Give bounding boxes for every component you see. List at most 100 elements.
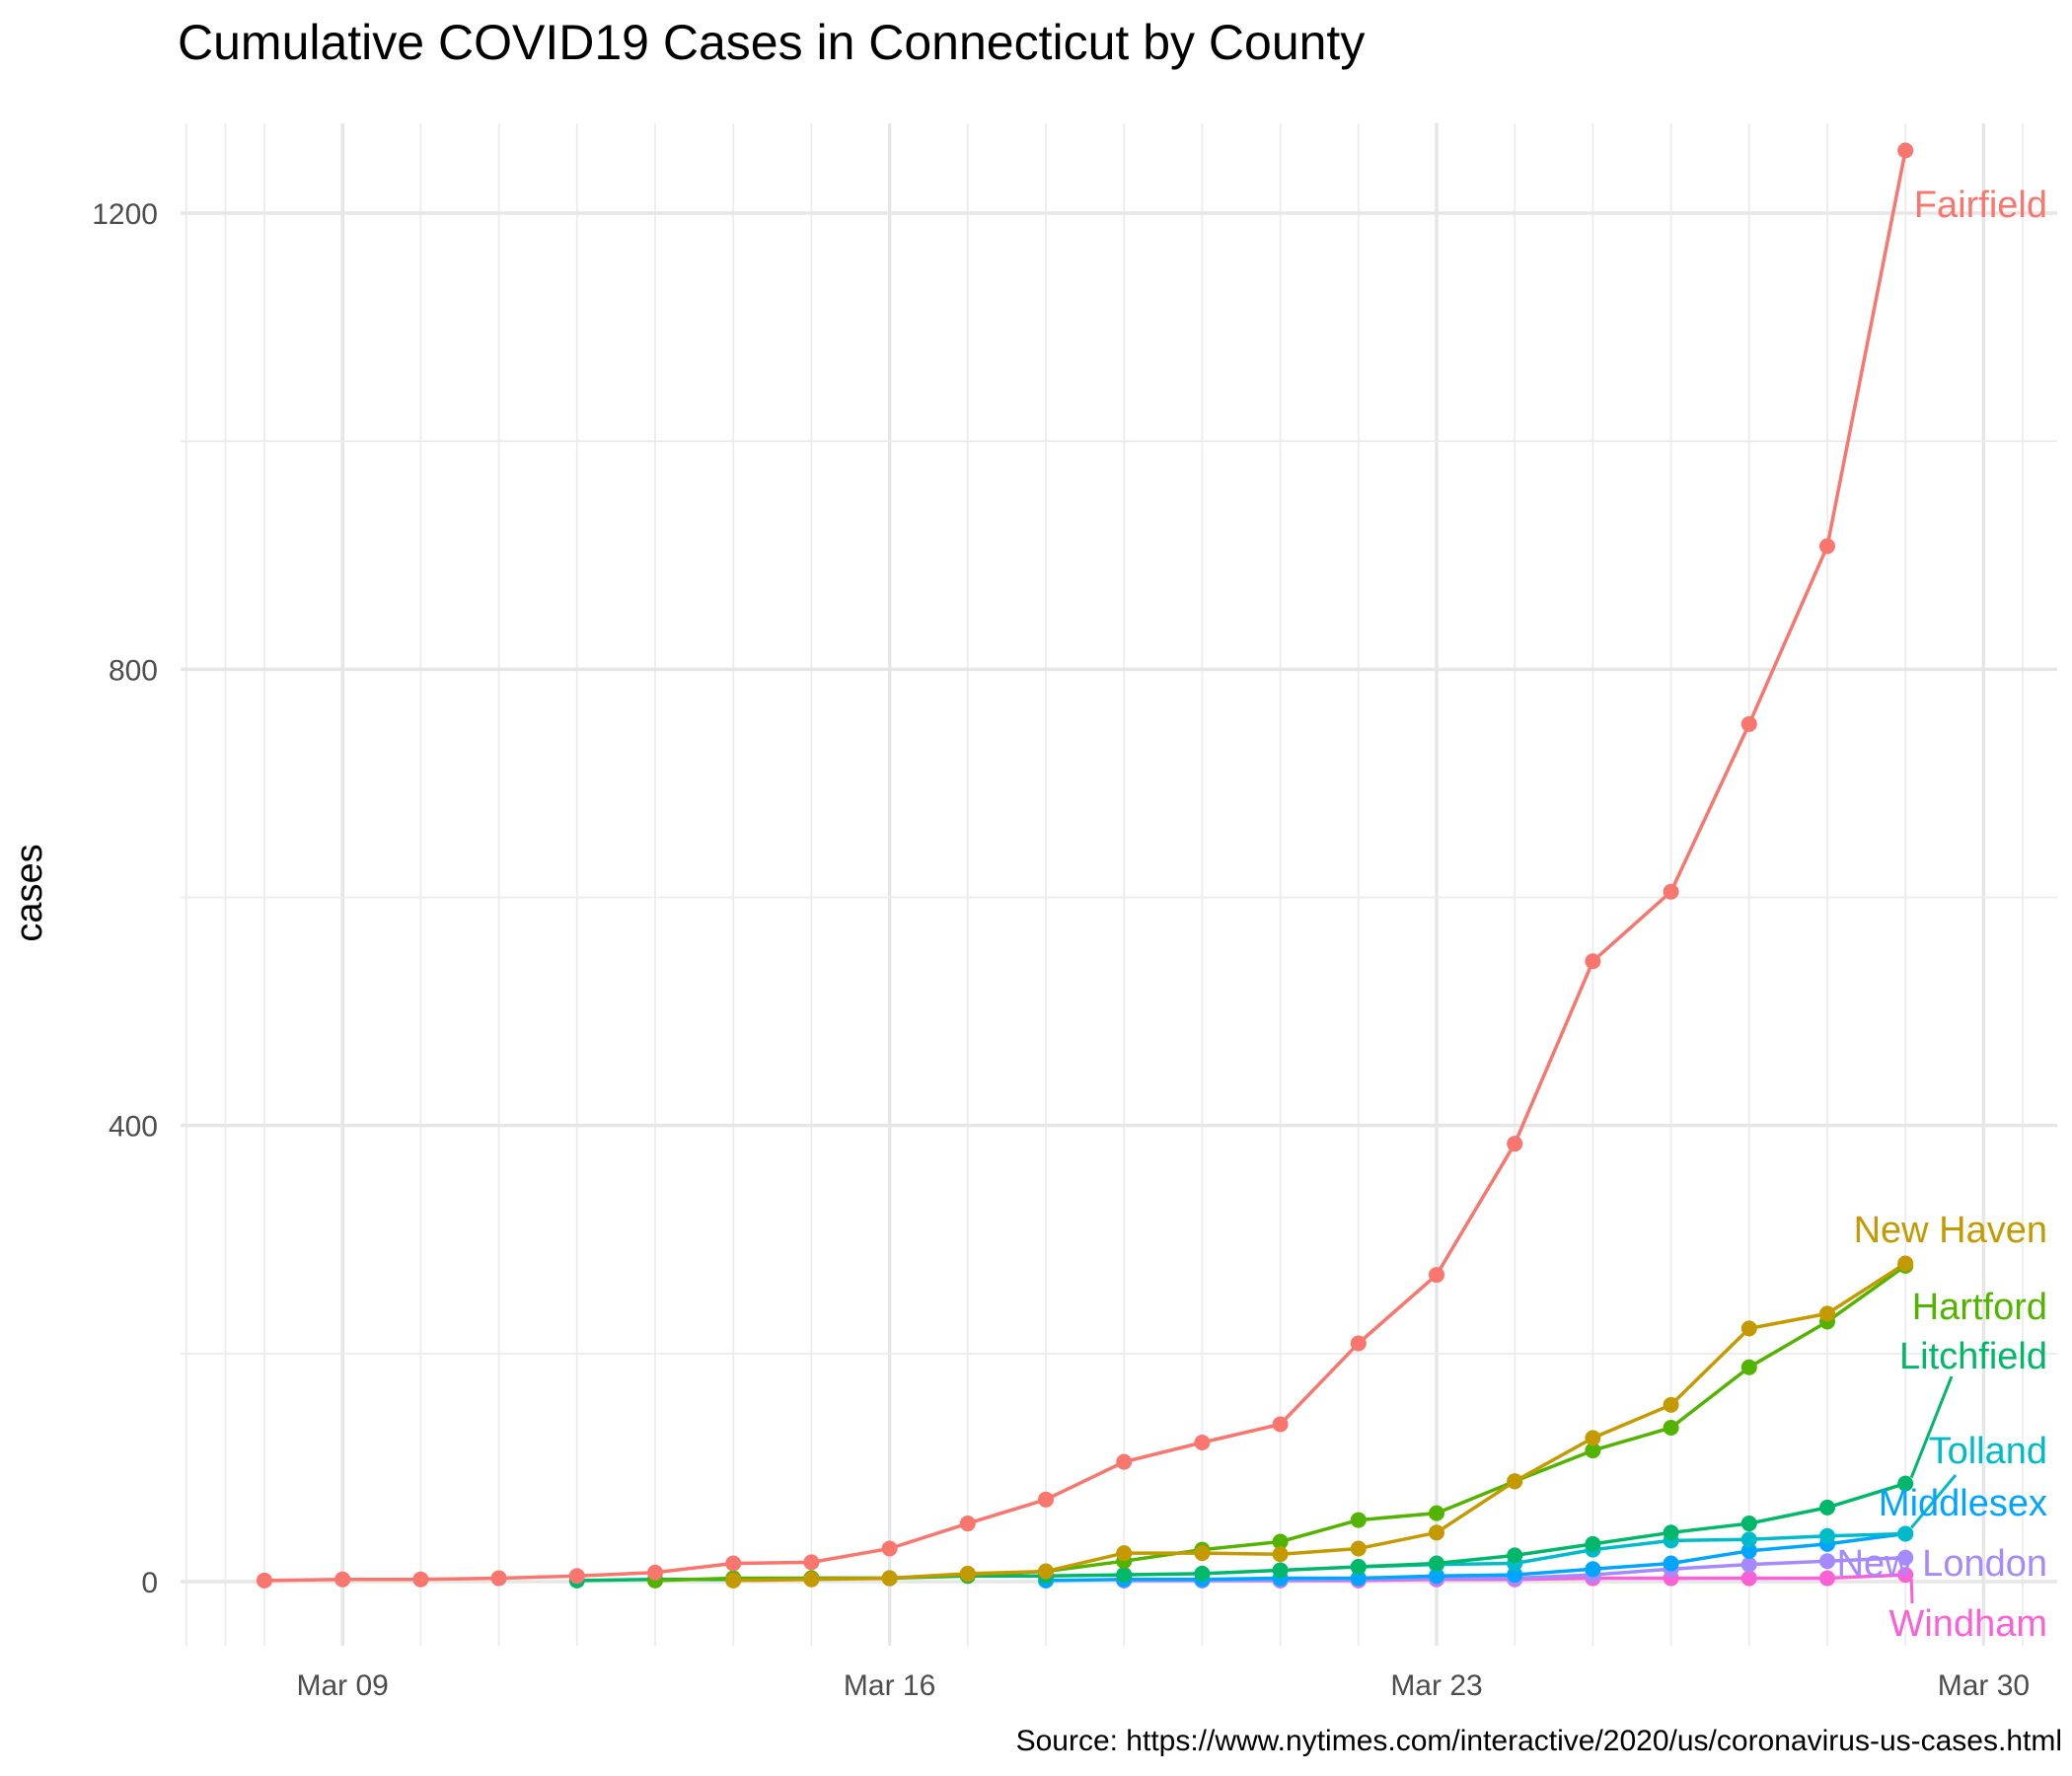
data-point-hartford [1350,1512,1367,1528]
data-point-new-haven [1663,1396,1679,1413]
data-point-litchfield [1194,1565,1211,1582]
data-point-fairfield [647,1564,663,1581]
chart-caption: Source: https://www.nytimes.com/interact… [1015,1725,2062,1757]
data-point-new-london [1819,1553,1835,1570]
data-point-new-haven [1585,1430,1601,1446]
data-point-litchfield [1740,1516,1757,1532]
label-leader-tolland [1910,1474,1958,1529]
label-leaders [1909,1375,1958,1604]
data-point-new-haven [1116,1545,1133,1562]
series-label-new-haven: New Haven [1854,1210,2047,1251]
series-label-hartford: Hartford [1912,1287,2047,1328]
data-point-fairfield [1038,1491,1054,1508]
y-tick-label: 0 [141,1567,158,1599]
data-point-fairfield [1429,1267,1444,1284]
data-point-new-haven [1038,1563,1054,1580]
y-axis-title: cases [9,844,50,941]
data-point-fairfield [1819,538,1835,555]
data-point-litchfield [1663,1524,1679,1541]
label-leader-litchfield [1909,1375,1954,1479]
data-point-new-haven [803,1571,820,1588]
data-point-fairfield [1507,1136,1523,1152]
data-point-litchfield [1429,1555,1444,1572]
data-point-fairfield [1740,715,1757,732]
data-point-litchfield [1350,1558,1367,1575]
label-leader-windham [1909,1579,1914,1604]
series-lines [263,150,1907,1583]
data-point-litchfield [1116,1567,1133,1584]
data-point-new-haven [1740,1320,1757,1337]
data-point-fairfield [881,1540,898,1557]
data-point-new-haven [1507,1473,1523,1490]
y-tick-label: 800 [109,654,158,687]
data-point-new-haven [1272,1546,1289,1563]
data-point-new-haven [959,1565,976,1582]
series-line-tolland [1358,1531,1906,1569]
data-point-fairfield [1663,883,1679,900]
data-point-hartford [1585,1443,1601,1459]
data-point-new-haven [1819,1305,1835,1322]
data-point-new-london [1740,1556,1757,1573]
y-tick-label: 400 [109,1111,158,1144]
series-line-middlesex [1045,1531,1906,1583]
data-point-fairfield [1116,1453,1133,1470]
x-tick-label: Mar 09 [297,1669,389,1702]
data-point-middlesex [1507,1567,1523,1584]
data-point-fairfield [257,1572,272,1589]
series-label-litchfield: Litchfield [1899,1336,2047,1377]
data-point-new-haven [725,1572,742,1589]
series-line-fairfield [263,150,1907,1583]
chart-title: Cumulative COVID19 Cases in Connecticut … [178,15,1366,70]
data-point-new-haven [1897,1255,1914,1272]
data-point-fairfield [959,1516,976,1532]
y-tick-label: 1200 [92,198,158,231]
series-label-new-london: New London [1837,1543,2047,1585]
data-point-new-london [1897,1549,1914,1566]
data-point-new-haven [1194,1545,1211,1562]
data-point-fairfield [1272,1416,1289,1433]
data-point-new-haven [1350,1540,1367,1557]
series-label-windham: Windham [1889,1603,2048,1645]
data-point-fairfield [412,1571,429,1588]
data-point-middlesex [1585,1561,1601,1578]
x-tick-label: Mar 30 [1938,1669,2030,1702]
grid [181,123,2057,1646]
series-label-middlesex: Middlesex [1879,1483,2047,1524]
y-axis-ticks: 0 400 800 1200 [92,198,158,1599]
data-point-litchfield [1507,1547,1523,1564]
data-point-hartford [1272,1533,1289,1550]
data-point-middlesex [1429,1568,1444,1585]
data-point-litchfield [1819,1499,1835,1516]
data-point-fairfield [568,1568,585,1585]
data-point-fairfield [725,1555,742,1572]
data-point-fairfield [490,1570,507,1587]
data-point-litchfield [1585,1535,1601,1552]
data-point-windham [1740,1570,1757,1587]
x-tick-label: Mar 16 [844,1669,935,1702]
data-point-hartford [1740,1359,1757,1375]
data-point-middlesex [1740,1542,1757,1559]
series-points [257,142,1914,1589]
x-tick-label: Mar 23 [1390,1669,1482,1702]
data-point-new-haven [1429,1524,1444,1541]
data-point-windham [1819,1570,1835,1587]
series-label-tolland: Tolland [1929,1431,2047,1472]
data-point-fairfield [1194,1434,1211,1450]
data-point-litchfield [1897,1475,1914,1492]
data-point-litchfield [1272,1562,1289,1579]
data-point-fairfield [803,1554,820,1571]
data-point-fairfield [1585,953,1601,970]
data-point-fairfield [334,1571,351,1588]
x-axis-ticks: Mar 09 Mar 16 Mar 23 Mar 30 [297,1669,2031,1702]
series-label-fairfield: Fairfield [1914,185,2047,226]
data-point-middlesex [1663,1555,1679,1572]
data-point-hartford [1429,1505,1444,1521]
series-line-new-haven [733,1262,1907,1583]
data-point-middlesex [1350,1570,1367,1587]
data-point-tolland [1819,1527,1835,1544]
data-point-fairfield [1897,142,1914,159]
data-point-windham [1897,1567,1914,1584]
data-point-tolland [1740,1531,1757,1548]
data-point-fairfield [1350,1335,1367,1352]
